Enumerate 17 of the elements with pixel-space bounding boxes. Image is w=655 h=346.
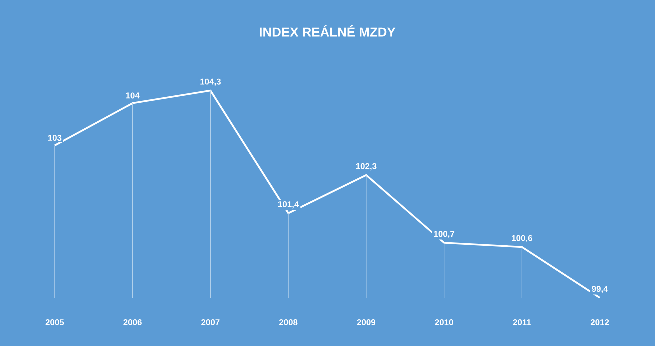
data-label: 102,3	[356, 163, 377, 171]
data-label: 100,6	[512, 235, 532, 243]
chart-title: INDEX REÁLNÉ MZDY	[260, 25, 396, 37]
x-tick-label: 2012	[590, 320, 610, 326]
x-tick-label: 2007	[202, 320, 220, 326]
x-tick-label: 2005	[46, 320, 64, 326]
x-tick-label: 2011	[513, 320, 532, 326]
data-label: 103	[48, 135, 62, 142]
x-tick-label: 2008	[279, 320, 298, 326]
data-label: 101,4	[278, 201, 300, 209]
data-label: 100,7	[434, 231, 455, 238]
data-label: 104,3	[200, 78, 221, 86]
x-tick-label: 2009	[357, 320, 376, 326]
x-tick-label: 2010	[435, 320, 454, 326]
x-tick-label: 2006	[124, 320, 142, 326]
data-label: 104	[126, 92, 140, 99]
data-label: 99,4	[592, 286, 608, 294]
